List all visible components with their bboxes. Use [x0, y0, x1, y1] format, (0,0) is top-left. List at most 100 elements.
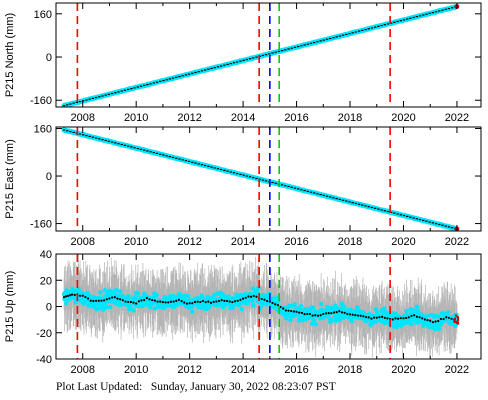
y-axis-label: P215 North (mm) — [4, 13, 16, 97]
mean-marker — [226, 63, 229, 65]
mean-marker — [327, 311, 330, 315]
mean-marker — [164, 301, 167, 304]
mean-marker — [132, 301, 135, 304]
mean-marker — [216, 168, 220, 170]
mean-marker — [332, 37, 335, 39]
mean-marker — [114, 142, 117, 144]
x-tick-label: 2012 — [177, 112, 201, 124]
mean-marker — [143, 84, 146, 87]
mean-marker — [346, 312, 349, 316]
mean-marker — [143, 298, 146, 302]
mean-marker — [431, 320, 434, 324]
mean-marker — [268, 300, 271, 303]
latest-point — [454, 314, 458, 317]
data-point — [236, 302, 242, 308]
mean-marker — [203, 69, 207, 71]
mean-marker — [252, 177, 255, 179]
mean-marker — [178, 75, 181, 78]
mean-marker — [136, 86, 139, 88]
mean-marker — [447, 226, 451, 228]
mean-marker — [255, 295, 258, 298]
mean-marker — [405, 316, 408, 320]
mean-marker — [209, 301, 213, 304]
mean-marker — [428, 221, 431, 223]
mean-marker — [177, 298, 181, 301]
data-point — [227, 294, 232, 300]
mean-marker — [434, 320, 437, 323]
data-point — [382, 306, 387, 311]
mean-marker — [284, 49, 287, 51]
mean-marker — [78, 101, 82, 103]
mean-marker — [292, 310, 295, 313]
mean-marker — [380, 24, 383, 27]
mean-marker — [78, 133, 82, 135]
mean-marker — [120, 143, 123, 146]
mean-marker — [287, 48, 290, 50]
mean-marker — [391, 318, 394, 321]
mean-marker — [204, 300, 207, 304]
mean-marker — [101, 95, 104, 97]
mean-marker — [255, 56, 258, 58]
mean-marker — [123, 89, 127, 91]
mean-marker — [429, 319, 432, 322]
mean-marker — [325, 38, 329, 40]
mean-marker — [121, 299, 124, 302]
mean-marker — [91, 97, 95, 99]
mean-marker — [239, 298, 242, 301]
mean-marker — [187, 160, 191, 163]
mean-marker — [422, 14, 425, 16]
mean-marker — [351, 313, 354, 316]
mean-marker — [386, 317, 389, 320]
mean-marker — [143, 149, 146, 151]
x-tick-label: 2008 — [70, 364, 94, 376]
mean-marker — [447, 7, 451, 10]
mean-marker — [397, 317, 400, 320]
x-tick-label: 2020 — [391, 112, 415, 124]
mean-marker — [329, 196, 332, 198]
mean-marker — [172, 300, 175, 303]
mean-marker — [111, 296, 114, 299]
x-tick-label: 2014 — [231, 236, 255, 248]
mean-marker — [412, 217, 415, 219]
mean-marker — [383, 24, 386, 26]
mean-marker — [444, 8, 447, 10]
mean-marker — [116, 297, 119, 300]
mean-marker — [263, 298, 266, 301]
mean-marker — [343, 311, 346, 314]
mean-marker — [367, 316, 370, 319]
mean-marker — [236, 299, 239, 302]
data-point — [251, 303, 256, 308]
mean-marker — [92, 299, 95, 303]
mean-marker — [178, 158, 181, 160]
mean-marker — [340, 311, 344, 314]
mean-marker — [169, 300, 173, 303]
mean-marker — [149, 83, 152, 85]
mean-marker — [85, 135, 88, 137]
mean-marker — [319, 193, 322, 196]
mean-marker — [293, 46, 297, 48]
mean-marker — [226, 170, 229, 172]
mean-marker — [129, 300, 132, 304]
mean-marker — [153, 299, 156, 302]
data-point — [329, 317, 334, 323]
x-tick-label: 2018 — [338, 236, 362, 248]
mean-marker — [308, 312, 312, 316]
mean-marker — [62, 129, 66, 131]
mean-marker — [354, 313, 357, 317]
mean-marker — [220, 298, 223, 302]
mean-marker — [201, 299, 205, 303]
mean-marker — [159, 153, 162, 155]
mean-marker — [84, 295, 87, 299]
mean-marker — [152, 151, 156, 154]
y-axis-label: P215 Up (mm) — [4, 271, 16, 343]
mean-marker — [101, 139, 104, 141]
mean-marker — [203, 164, 207, 167]
mean-marker — [393, 212, 396, 214]
mean-marker — [300, 189, 303, 191]
mean-marker — [191, 72, 194, 74]
data-point — [318, 301, 324, 307]
x-tick-label: 2022 — [445, 236, 469, 248]
mean-marker — [370, 206, 374, 209]
mean-marker — [183, 301, 186, 304]
y-tick-label: 160 — [34, 9, 52, 21]
